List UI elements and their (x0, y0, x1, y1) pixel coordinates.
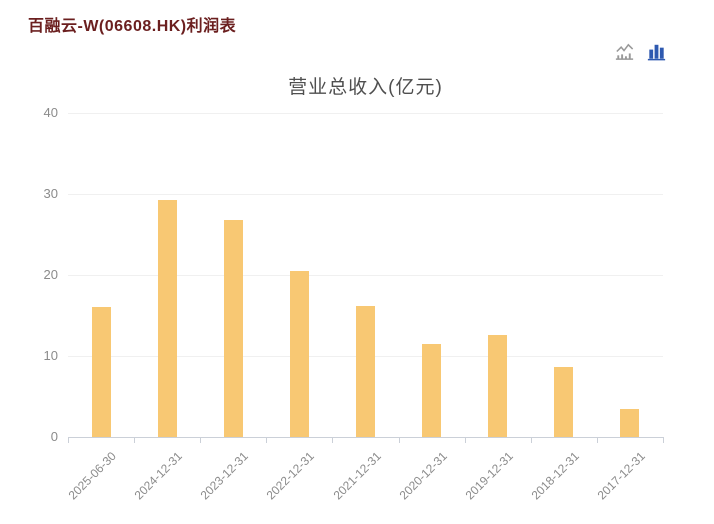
bar-chart-icon (645, 44, 668, 66)
bar[interactable] (223, 219, 243, 437)
bar[interactable] (289, 270, 309, 437)
line-chart-icon (613, 43, 636, 66)
x-axis-tick (200, 437, 202, 443)
line-chart-toggle-button[interactable] (613, 40, 636, 63)
page-title: 百融云-W(06608.HK)利润表 (28, 18, 237, 35)
x-axis-label: 2025-06-30 (65, 449, 119, 503)
y-axis-label: 30 (43, 186, 58, 201)
bar-chart-toggle-button[interactable] (645, 40, 668, 63)
grid-line (68, 275, 663, 276)
bar[interactable] (554, 367, 574, 437)
x-axis-tick (68, 437, 69, 443)
grid-line (68, 113, 663, 114)
y-axis-label: 20 (43, 267, 58, 282)
x-axis-tick (530, 437, 532, 443)
x-axis-tick (398, 437, 400, 443)
x-axis-tick (266, 437, 268, 443)
y-axis-label: 10 (43, 348, 58, 363)
y-axis-label: 40 (43, 105, 58, 120)
x-axis-tick (663, 437, 664, 443)
grid-line (68, 194, 663, 195)
bar[interactable] (620, 408, 640, 437)
x-axis-tick (596, 437, 598, 443)
chart-type-toolbar (613, 40, 668, 63)
x-axis-tick (332, 437, 334, 443)
bar[interactable] (422, 343, 442, 437)
x-axis-line (68, 437, 663, 438)
chart-title: 营业总收入(亿元) (288, 77, 443, 98)
x-axis-tick (134, 437, 136, 443)
bar[interactable] (157, 199, 177, 437)
bar[interactable] (488, 334, 508, 437)
y-axis-label: 0 (50, 429, 58, 444)
bar[interactable] (91, 307, 111, 437)
bar[interactable] (356, 305, 375, 437)
x-axis-tick (464, 437, 466, 443)
